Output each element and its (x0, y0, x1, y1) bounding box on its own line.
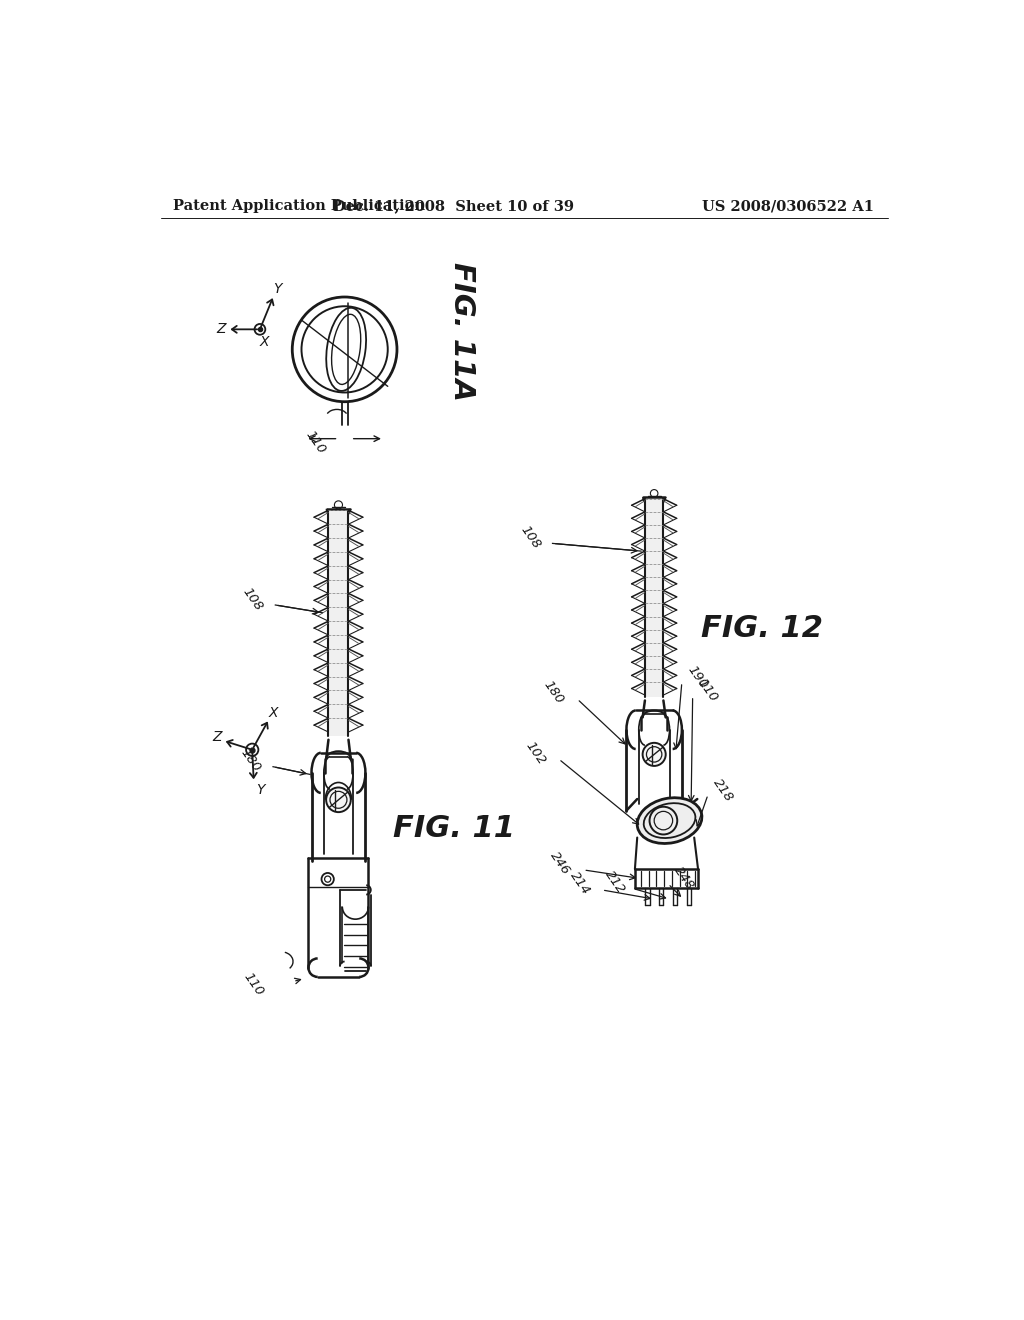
Text: 108: 108 (517, 523, 543, 552)
Text: Y: Y (256, 783, 264, 797)
Text: 180: 180 (542, 678, 566, 706)
Text: FIG. 11: FIG. 11 (393, 814, 515, 842)
Text: 110: 110 (303, 429, 328, 457)
Text: X: X (268, 706, 278, 719)
Text: Z: Z (217, 322, 226, 337)
Text: 218: 218 (711, 776, 735, 804)
Text: 108: 108 (241, 585, 265, 612)
Text: 180: 180 (238, 747, 263, 775)
Circle shape (255, 323, 265, 335)
Text: Dec. 11, 2008  Sheet 10 of 39: Dec. 11, 2008 Sheet 10 of 39 (334, 199, 574, 213)
Text: Y: Y (273, 282, 282, 296)
Text: FIG. 11A: FIG. 11A (447, 263, 476, 401)
Text: US 2008/0306522 A1: US 2008/0306522 A1 (701, 199, 873, 213)
Ellipse shape (637, 797, 701, 843)
Text: 102: 102 (523, 739, 548, 767)
Text: 212: 212 (602, 869, 628, 896)
Circle shape (326, 788, 351, 812)
Text: 214: 214 (567, 870, 593, 898)
Bar (645, 499, 664, 697)
Text: Patent Application Publication: Patent Application Publication (173, 199, 425, 213)
Circle shape (649, 807, 677, 834)
Text: X: X (260, 335, 269, 348)
Text: 246: 246 (548, 850, 572, 878)
Text: 190: 190 (685, 664, 710, 692)
Text: 248: 248 (672, 865, 697, 892)
Text: Z: Z (212, 730, 221, 744)
Bar (329, 511, 348, 737)
Text: 110: 110 (241, 970, 266, 999)
Circle shape (322, 873, 334, 886)
Text: FIG. 12: FIG. 12 (701, 614, 823, 643)
Text: 110: 110 (695, 676, 720, 705)
Circle shape (643, 743, 666, 766)
Circle shape (246, 743, 258, 756)
